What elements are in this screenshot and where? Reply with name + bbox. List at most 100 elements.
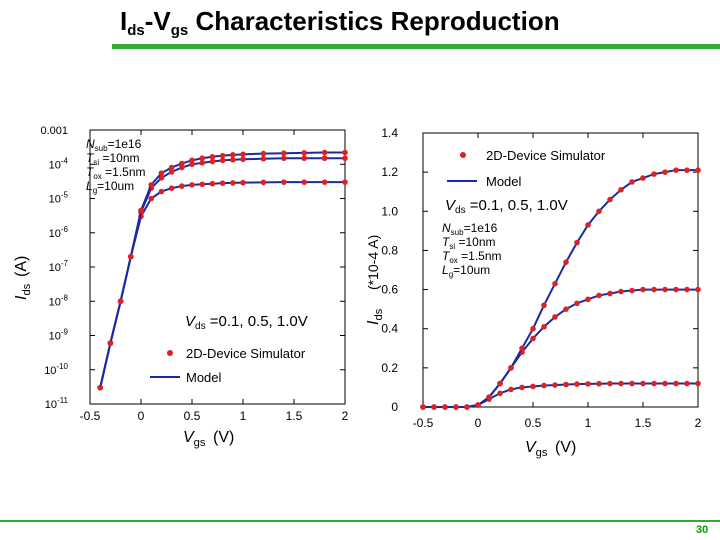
- param-label-log: Tsi =10nm: [86, 151, 139, 167]
- y-tick-label-linear: 1.0: [381, 204, 398, 218]
- sim-point-log: [230, 156, 236, 163]
- x-tick-label-linear: 1.5: [635, 416, 652, 430]
- sim-point-linear: [684, 286, 690, 293]
- y-tick-label-log: 10-11: [45, 396, 69, 411]
- y-tick-label-log: 10-4: [49, 156, 69, 171]
- sim-point-log: [189, 161, 195, 168]
- y-axis-unit-linear: (*10-4 A): [365, 235, 381, 290]
- sim-point-linear: [607, 196, 613, 203]
- model-curve-linear: [423, 288, 698, 408]
- sim-point-linear: [519, 384, 525, 391]
- x-tick-label-log: 2: [342, 409, 349, 423]
- sim-point-log: [168, 164, 175, 171]
- sim-point-log: [230, 180, 236, 186]
- sim-point-log: [342, 179, 348, 185]
- sim-point-linear: [574, 239, 580, 246]
- sim-point-log: [301, 155, 308, 162]
- sim-point-log: [260, 155, 267, 162]
- y-tick-label-linear: 0.2: [381, 361, 398, 375]
- sim-point-log: [97, 384, 103, 391]
- sim-point-linear: [695, 286, 701, 293]
- sim-point-linear: [420, 404, 426, 410]
- sim-point-log: [219, 180, 226, 186]
- param-label-linear: Nsub=1e16: [442, 221, 498, 237]
- sim-point-linear: [640, 380, 646, 387]
- sim-point-log: [199, 181, 205, 188]
- sim-point-linear: [684, 380, 690, 387]
- y-axis-unit-log: (A): [13, 256, 30, 277]
- y-tick-label-log: 10-10: [44, 362, 68, 377]
- y-tick-label-linear: 0.4: [381, 322, 398, 336]
- sim-point-linear: [651, 171, 657, 177]
- sim-point-log: [128, 253, 134, 260]
- param-label-log: Lg=10um: [86, 179, 134, 195]
- sim-point-linear: [596, 380, 602, 387]
- sim-point-linear: [530, 325, 536, 332]
- sim-point-linear: [629, 179, 635, 185]
- sim-point-linear: [651, 286, 657, 293]
- sim-point-linear: [508, 365, 514, 371]
- sim-point-linear: [585, 296, 591, 303]
- x-tick-label-log: 0.5: [184, 409, 201, 423]
- sim-point-linear: [607, 290, 613, 297]
- param-label-log: Nsub=1e16: [86, 137, 142, 153]
- sim-point-log: [281, 179, 287, 185]
- sim-point-log: [219, 157, 226, 164]
- x-tick-label-linear: 0: [475, 416, 482, 430]
- sim-point-linear: [563, 306, 569, 312]
- y-tick-label-log: 10-8: [49, 293, 69, 308]
- sim-point-linear: [629, 380, 635, 387]
- sim-point-log: [321, 155, 328, 162]
- sim-point-log: [209, 158, 216, 165]
- sim-point-linear: [651, 380, 657, 387]
- sim-point-linear: [530, 335, 536, 342]
- y-tick-label-linear: 1.2: [381, 165, 398, 179]
- sim-point-linear: [574, 300, 580, 307]
- sim-point-linear: [673, 167, 679, 173]
- param-label-linear: Tsi =10nm: [442, 235, 495, 251]
- y-axis-label-linear: Ids: [365, 308, 385, 325]
- x-tick-label-linear: 0.5: [525, 416, 542, 430]
- sim-point-linear: [431, 404, 437, 410]
- sim-point-linear: [673, 380, 679, 387]
- vds-note-log: Vds =0.1, 0.5, 1.0V: [185, 313, 308, 332]
- sim-point-log: [148, 195, 154, 202]
- sim-point-linear: [453, 404, 459, 410]
- sim-point-linear: [497, 380, 503, 387]
- sim-point-linear: [662, 380, 668, 387]
- sim-point-linear: [596, 208, 602, 215]
- y-tick-label-log: 0.001: [40, 125, 68, 137]
- x-tick-label-log: 0: [138, 409, 145, 423]
- sim-point-linear: [464, 404, 470, 410]
- y-tick-label-linear: 0.8: [381, 243, 398, 257]
- sim-point-linear: [695, 380, 701, 387]
- sim-point-log: [138, 207, 144, 214]
- legend-label-model-linear: Model: [486, 174, 522, 189]
- sim-point-log: [158, 170, 165, 176]
- sim-point-log: [107, 340, 114, 346]
- sim-point-linear: [585, 381, 591, 387]
- sim-point-linear: [552, 314, 558, 320]
- sim-point-log: [168, 185, 175, 191]
- x-axis-label-log: Vgs: [183, 429, 206, 449]
- legend-marker-sim-log: [167, 350, 173, 356]
- sim-point-linear: [563, 381, 569, 388]
- sim-point-linear: [618, 380, 624, 387]
- sim-point-log: [117, 298, 124, 305]
- sim-point-linear: [486, 394, 492, 401]
- sim-point-linear: [541, 302, 547, 309]
- sim-point-linear: [530, 383, 536, 390]
- sim-point-linear: [618, 288, 624, 295]
- sim-point-linear: [541, 323, 547, 330]
- x-axis-label-linear: Vgs: [525, 439, 548, 459]
- sim-point-linear: [695, 167, 701, 173]
- sim-point-linear: [684, 167, 690, 173]
- sim-point-linear: [640, 286, 646, 293]
- x-tick-label-linear: 1: [585, 416, 592, 430]
- sim-point-linear: [552, 382, 558, 388]
- sim-point-linear: [541, 382, 547, 389]
- param-label-linear: Lg=10um: [442, 263, 490, 279]
- sim-point-log: [148, 182, 154, 188]
- x-tick-label-linear: -0.5: [413, 416, 434, 430]
- slide-title: Ids-Vgs Characteristics Reproduction: [120, 6, 560, 39]
